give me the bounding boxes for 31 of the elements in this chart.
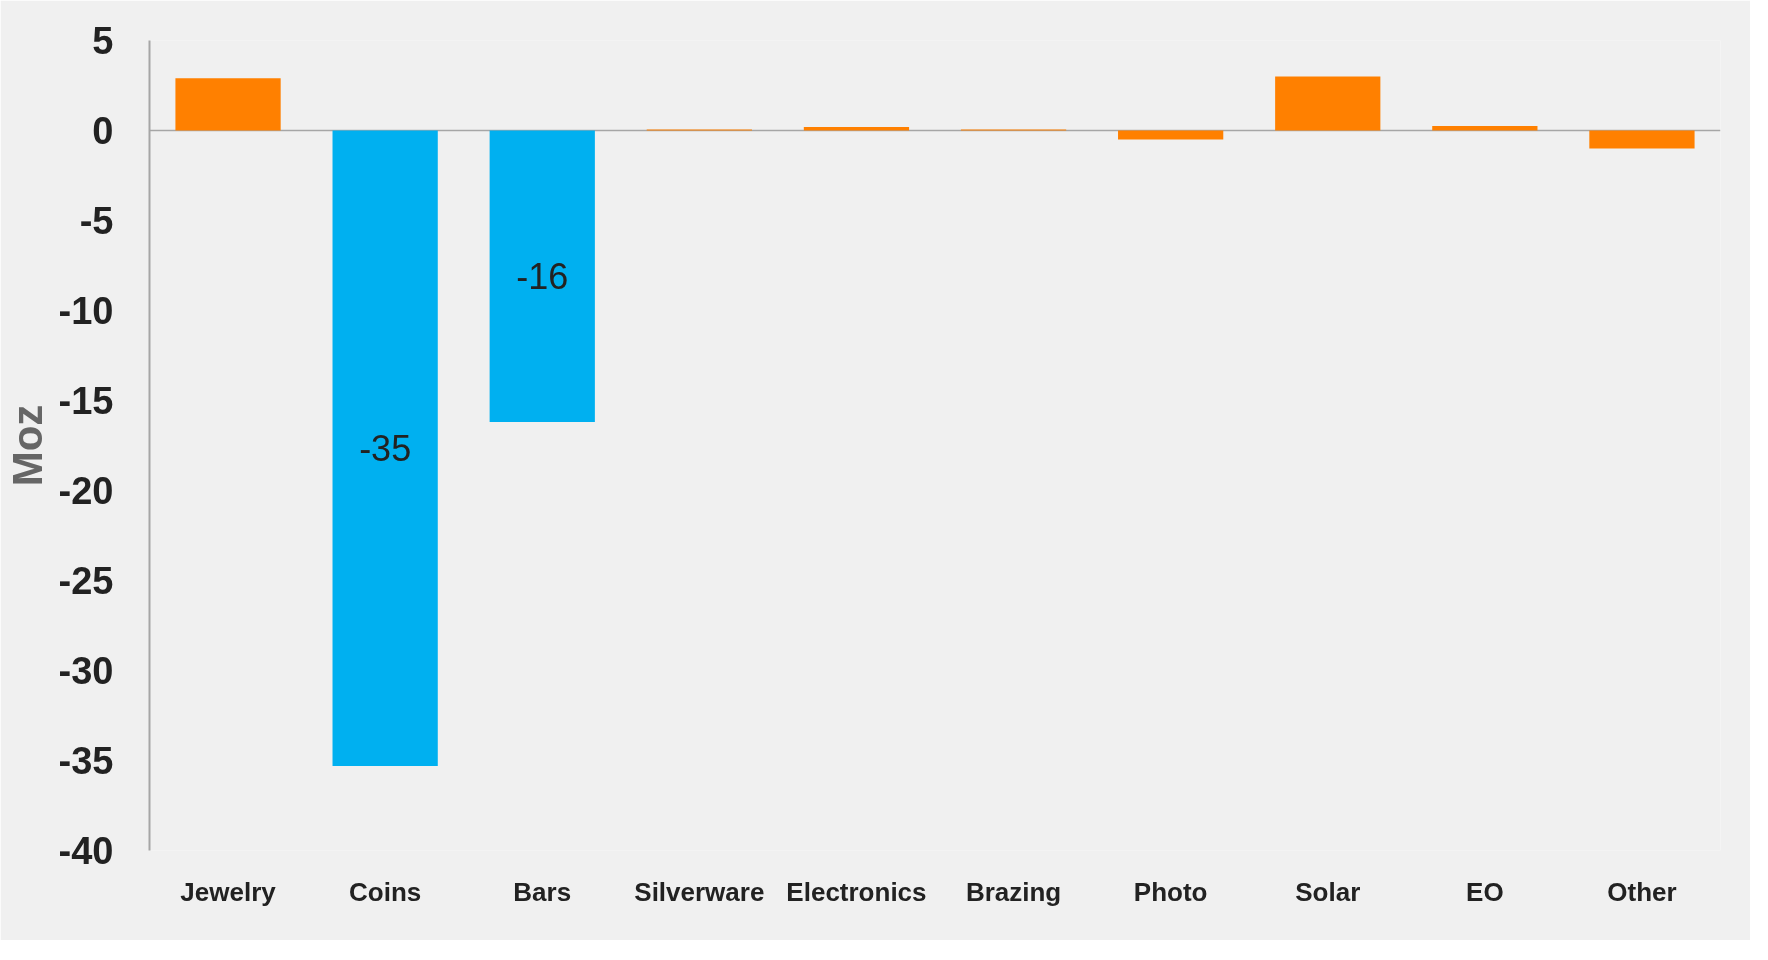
bar bbox=[489, 130, 595, 423]
y-tick-label: -25 bbox=[58, 560, 114, 602]
y-tick-label: -30 bbox=[58, 650, 114, 692]
y-tick-label: -15 bbox=[58, 380, 114, 422]
x-tick-label: Silverware bbox=[634, 876, 765, 907]
x-tick-label: Electronics bbox=[786, 876, 927, 907]
x-tick-label: Coins bbox=[349, 876, 422, 907]
y-tick-label: -20 bbox=[58, 470, 114, 512]
y-tick-label: -5 bbox=[79, 200, 114, 242]
x-tick-label: Brazing bbox=[965, 876, 1062, 907]
data-label: -16 bbox=[516, 256, 569, 298]
x-tick-label: Jewelry bbox=[180, 876, 277, 907]
bar bbox=[332, 130, 438, 766]
bar bbox=[1589, 130, 1695, 149]
y-tick-label: 5 bbox=[92, 20, 114, 62]
x-tick-label: Other bbox=[1607, 876, 1677, 907]
y-tick-label: 0 bbox=[92, 110, 114, 152]
x-tick-label: EO bbox=[1466, 876, 1504, 907]
y-tick-label: -10 bbox=[58, 290, 114, 332]
bar bbox=[803, 126, 910, 131]
data-label: -35 bbox=[359, 428, 412, 470]
y-axis-title: Moz bbox=[3, 404, 51, 487]
bar bbox=[1118, 130, 1224, 140]
bar bbox=[1432, 126, 1538, 131]
x-tick-label: Bars bbox=[513, 876, 572, 907]
x-tick-label: Photo bbox=[1133, 876, 1208, 907]
bar bbox=[175, 78, 281, 131]
bar bbox=[1275, 76, 1381, 131]
y-tick-label: -40 bbox=[58, 830, 114, 872]
y-tick-label: -35 bbox=[58, 740, 114, 782]
x-tick-label: Solar bbox=[1295, 876, 1361, 907]
